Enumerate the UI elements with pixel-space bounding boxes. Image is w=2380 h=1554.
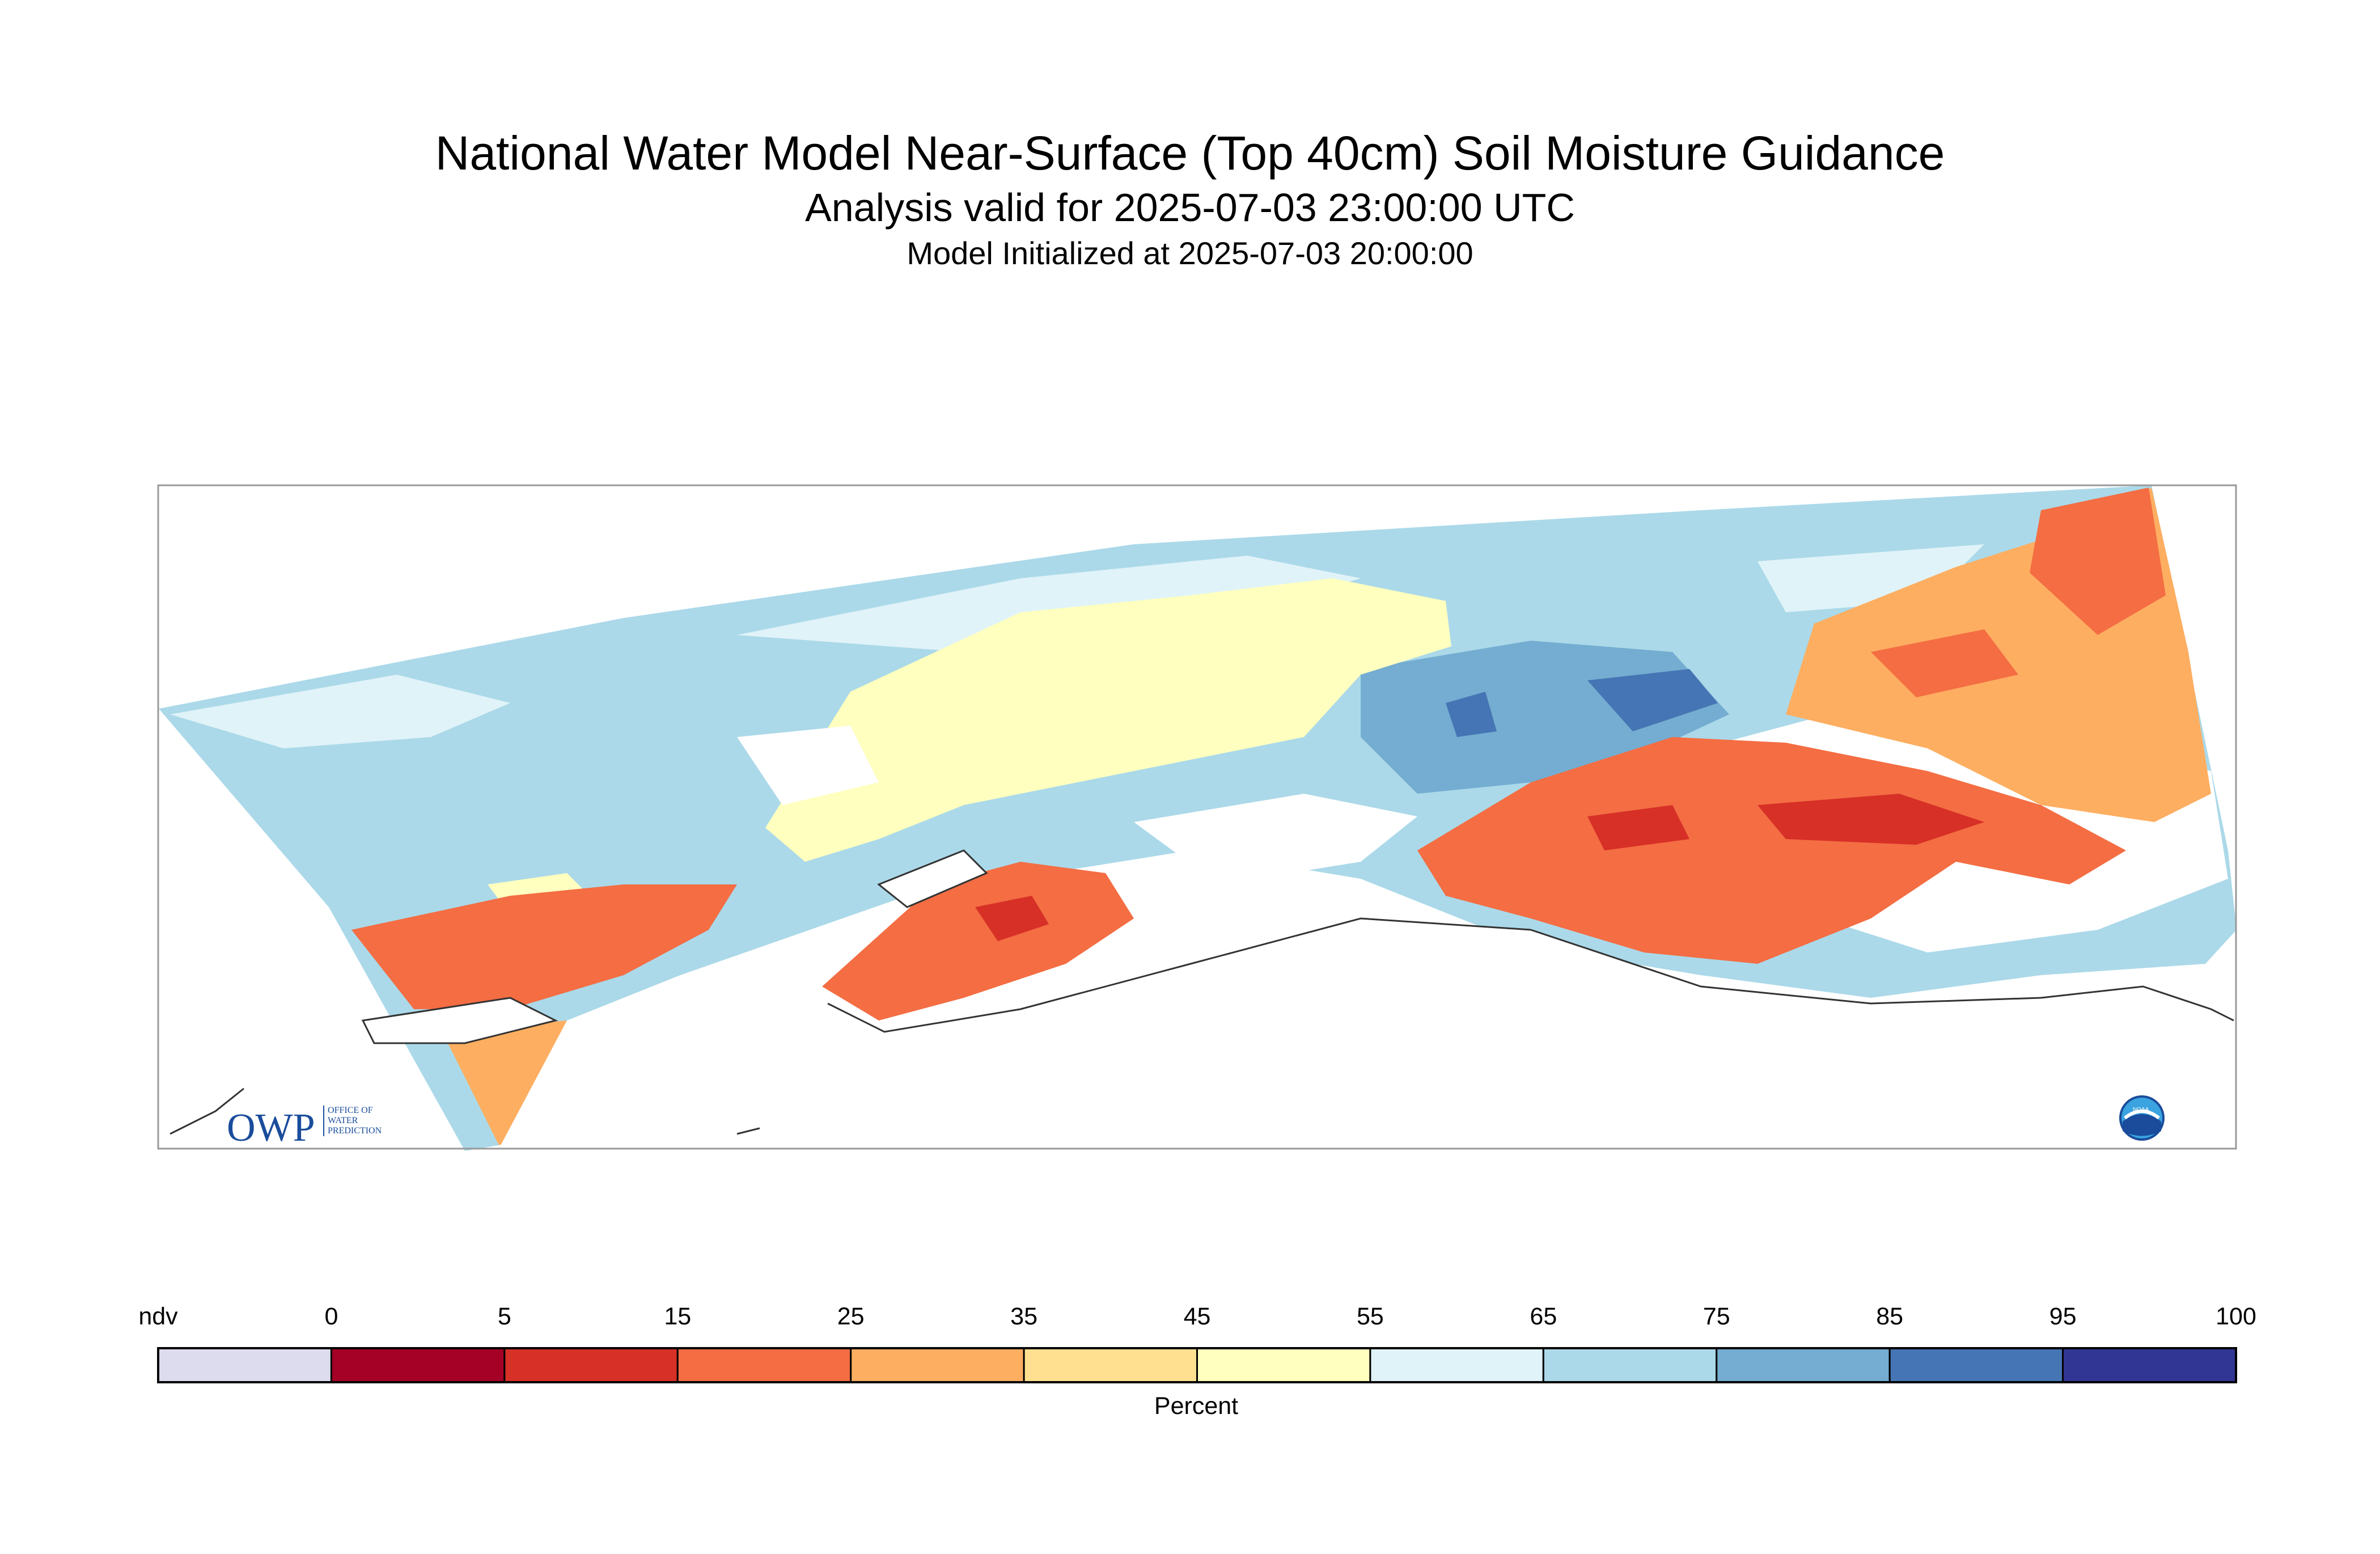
mid-moisture-zone [488,578,1451,930]
colorbar-swatch [1023,1347,1199,1383]
colorbar-tick-label: ndv [138,1303,178,1330]
colorbar-swatch [1716,1347,1891,1383]
owp-mark: OWP [227,1106,315,1150]
colorbar-swatch [2062,1347,2237,1383]
noaa-logo-text: NOAA [2133,1107,2149,1113]
colorbar-swatch [157,1347,332,1383]
noaa-logo [2119,1095,2165,1141]
dry-coastal-core [1587,794,1984,850]
colorbar-tick-label: 35 [1010,1303,1037,1330]
wet-deep-streaks [1446,669,1718,737]
dry-southwest-west [352,884,737,1009]
colorbar-tick-label: 100 [2216,1303,2256,1330]
colorbar-tick-label: 0 [324,1303,338,1330]
analysis-time: Analysis valid for 2025-07-03 23:00:00 U… [805,185,1575,230]
owp-line-3: PREDICTION [328,1126,382,1136]
colorbar-swatch [1542,1347,1718,1383]
inlet-water [361,849,988,1044]
colorbar-border [157,1347,2237,1383]
dry-peninsula-core [975,896,1049,941]
colorbar-tick-label: 75 [1703,1303,1730,1330]
colorbar-tick-label: 65 [1530,1303,1557,1330]
map-title: National Water Model Near-Surface (Top 4… [435,126,1945,180]
colorbar-swatch [1888,1347,2064,1383]
colorbar-swatch [850,1347,1025,1383]
coastline [170,917,2234,1135]
map-border [157,484,2237,1150]
colorbar-swatch [503,1347,679,1383]
wet-light-patches [170,544,1984,748]
dry-region-east-core [1871,488,2166,697]
owp-line-2: WATER [328,1116,358,1125]
colorbar-swatch [330,1347,506,1383]
colorbar-tick-label: 45 [1183,1303,1211,1330]
gulf-water [499,918,2237,1149]
colorbar-tick-label: 25 [837,1303,865,1330]
colorbar-tick-label: 5 [497,1303,511,1330]
colorbar-label: Percent [1154,1392,1239,1420]
colorbar-tick-label: 85 [1876,1303,1904,1330]
colorbar-swatch [676,1347,852,1383]
model-init-time: Model Initialized at 2025-07-03 20:00:00 [907,235,1473,271]
colorbar-swatch [1369,1347,1544,1383]
colorbar [157,1347,2237,1383]
colorbar-tick-label: 15 [664,1303,692,1330]
owp-line-1: OFFICE OF [328,1106,373,1115]
owp-logo: OWP OFFICE OF WATER PREDICTION [227,1106,382,1151]
colorbar-swatch [1196,1347,1371,1383]
dry-coastal-belt [1417,737,2126,964]
dry-peninsula [822,862,1134,1021]
colorbar-tick-label: 95 [2049,1303,2077,1330]
colorbar-tick-label: 55 [1356,1303,1384,1330]
